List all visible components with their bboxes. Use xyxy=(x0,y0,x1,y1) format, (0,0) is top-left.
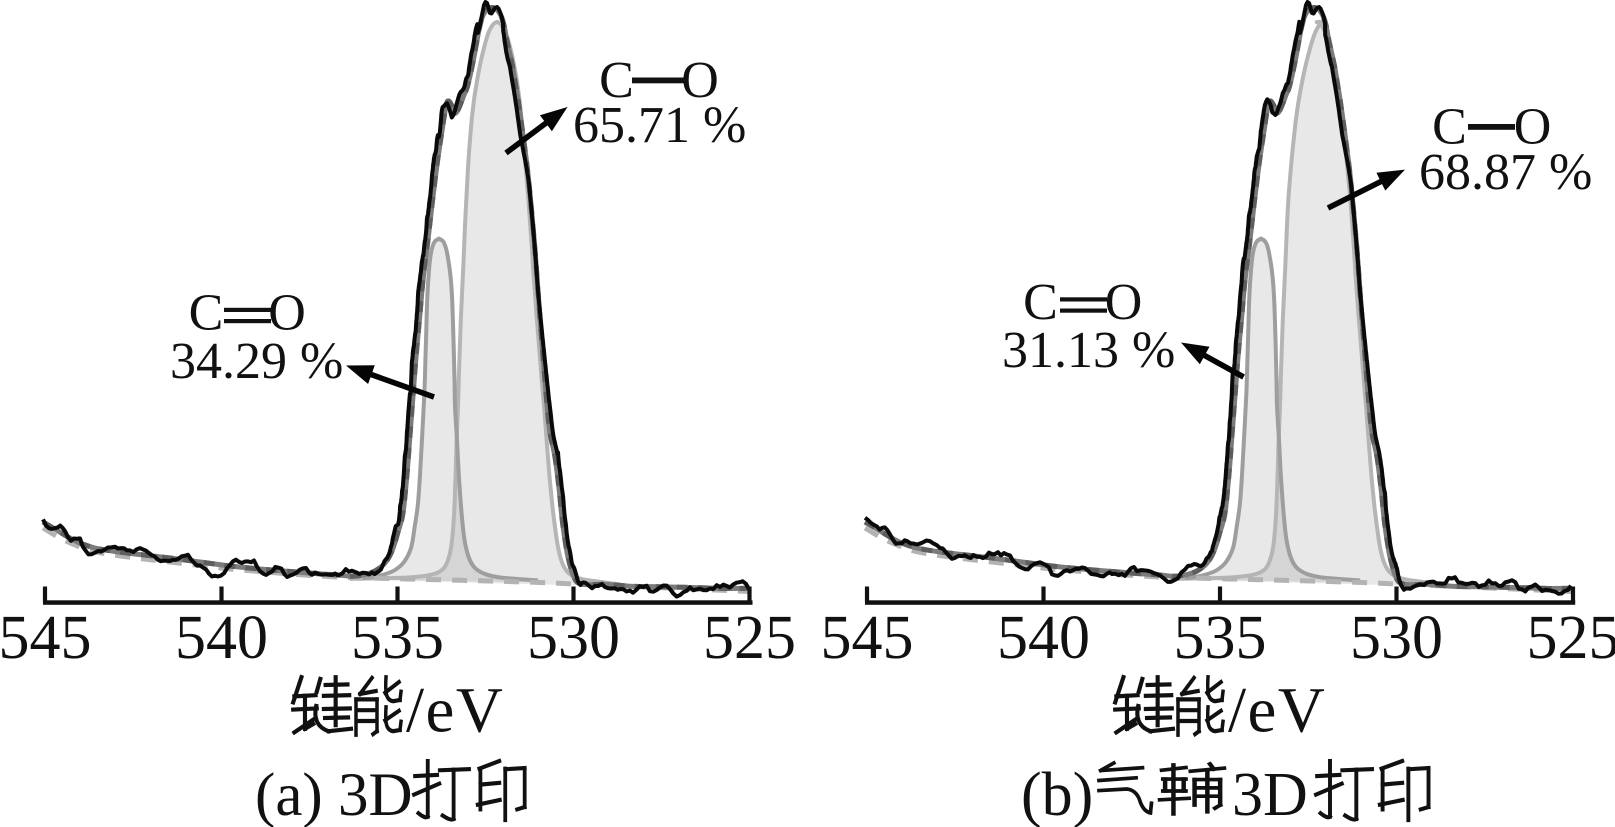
svg-text:31.13 %: 31.13 % xyxy=(1002,322,1175,379)
svg-text:C: C xyxy=(1023,274,1058,331)
svg-text:/eV: /eV xyxy=(406,675,504,747)
svg-text:540: 540 xyxy=(175,604,268,672)
svg-text:O: O xyxy=(268,285,306,342)
svg-text:530: 530 xyxy=(1350,604,1443,672)
svg-text:(b): (b) xyxy=(1021,761,1093,827)
svg-text:C: C xyxy=(599,52,634,109)
svg-text:535: 535 xyxy=(351,604,444,672)
svg-text:525: 525 xyxy=(703,604,796,672)
svg-text:/eV: /eV xyxy=(1228,675,1326,747)
svg-text:65.71 %: 65.71 % xyxy=(573,97,746,154)
svg-text:34.29 %: 34.29 % xyxy=(170,333,343,390)
svg-text:O: O xyxy=(681,52,719,109)
svg-text:O: O xyxy=(1105,274,1143,331)
svg-text:C: C xyxy=(189,285,224,342)
svg-text:(a) 3D: (a) 3D xyxy=(255,762,413,827)
svg-text:C: C xyxy=(1432,99,1467,156)
svg-text:O: O xyxy=(1514,99,1552,156)
svg-text:545: 545 xyxy=(0,604,92,672)
svg-text:540: 540 xyxy=(997,604,1090,672)
svg-text:545: 545 xyxy=(821,604,914,672)
svg-text:3D: 3D xyxy=(1232,761,1308,827)
svg-text:530: 530 xyxy=(527,604,620,672)
svg-text:525: 525 xyxy=(1527,604,1615,672)
svg-text:535: 535 xyxy=(1174,604,1267,672)
svg-text:68.87 %: 68.87 % xyxy=(1419,144,1592,201)
